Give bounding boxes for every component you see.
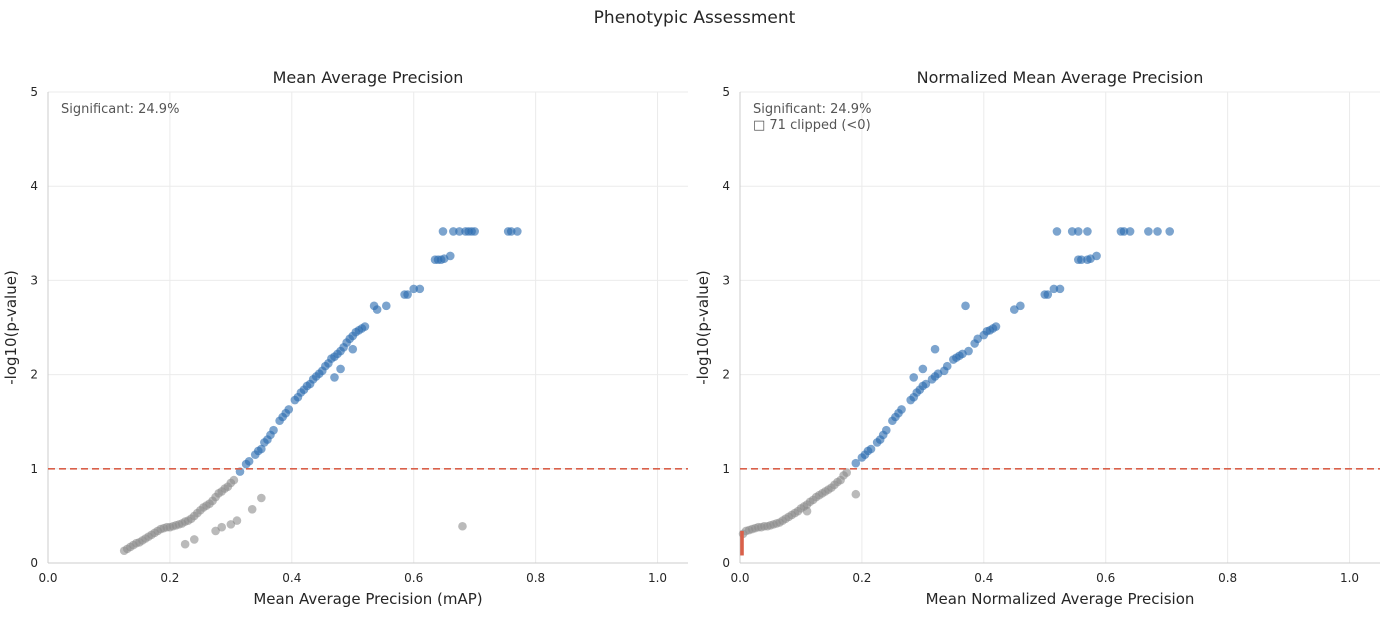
nonsignificant-point <box>180 539 190 549</box>
significant-point <box>881 425 891 435</box>
significant-point <box>1049 284 1059 294</box>
y-tick-label: 5 <box>722 85 730 99</box>
significant-point <box>1125 227 1135 236</box>
significant-point <box>455 227 464 236</box>
significant-point <box>513 227 522 236</box>
points <box>738 227 1175 556</box>
significant-point <box>1083 227 1092 236</box>
significant-point <box>930 344 940 354</box>
significant-point <box>1043 290 1053 299</box>
chart-title: Mean Average Precision <box>273 68 464 87</box>
significant-point <box>330 373 339 382</box>
x-axis-label: Mean Average Precision (mAP) <box>253 590 482 608</box>
significant-point <box>1067 227 1077 236</box>
panel-map: 0.0 0.2 0.4 0.6 0.8 1.0 0 1 2 3 4 5 Mean Average Pre… <box>2 68 688 608</box>
y-tick-label: 3 <box>722 273 730 287</box>
x-axis-label: Mean Normalized Average Precision <box>926 590 1195 608</box>
significant-point <box>1077 255 1086 264</box>
significant-point <box>381 301 391 311</box>
significant-point <box>445 251 455 261</box>
nonsignificant-point <box>458 521 467 531</box>
significant-point <box>449 227 458 236</box>
nonsignificant-point <box>851 489 861 499</box>
significant-point <box>851 458 861 468</box>
x-tick-label: 0.6 <box>1096 571 1115 585</box>
significant-point <box>897 405 906 414</box>
significance-annotation: Significant: 24.9% <box>61 102 179 117</box>
x-tick-label: 0.0 <box>730 571 749 585</box>
significant-point <box>1144 227 1153 236</box>
x-tick-label: 0.2 <box>160 571 179 585</box>
significant-point <box>991 322 1001 331</box>
clipped-annotation: □ 71 clipped (<0) <box>753 118 871 133</box>
y-tick-label: 2 <box>722 368 730 382</box>
significant-point <box>336 364 345 374</box>
significant-point <box>415 284 425 294</box>
x-tick-label: 0.2 <box>852 571 871 585</box>
significant-point <box>1052 227 1062 236</box>
nonsignificant-point <box>217 522 227 532</box>
significant-point <box>438 227 448 236</box>
significant-point <box>942 361 952 371</box>
significant-point <box>964 346 973 356</box>
significant-point <box>403 290 412 299</box>
figure-title: Phenotypic Assessment <box>594 8 796 28</box>
significant-point <box>1119 227 1129 236</box>
chart-title: Normalized Mean Average Precision <box>917 68 1204 87</box>
grid <box>739 91 1380 564</box>
nonsignificant-point <box>802 506 812 516</box>
significant-point <box>372 305 382 314</box>
x-tick-label: 0.8 <box>1218 571 1237 585</box>
nonsignificant-point <box>842 468 851 477</box>
significant-point <box>269 425 278 435</box>
significant-point <box>257 444 266 454</box>
significant-point <box>909 373 919 382</box>
significant-point <box>360 322 370 331</box>
nonsignificant-point <box>229 475 239 485</box>
y-tick-label: 0 <box>722 556 730 570</box>
y-tick-label: 2 <box>30 368 38 382</box>
panel-normalized-map: 0.0 0.2 0.4 0.6 0.8 1.0 0 1 2 3 4 5 Normalized Mean … <box>694 68 1380 608</box>
significant-point <box>961 301 970 311</box>
significant-point <box>470 227 479 236</box>
significant-point <box>348 344 358 354</box>
y-tick-label: 3 <box>30 273 38 287</box>
significant-point <box>921 379 931 389</box>
clipped-points-marker <box>740 530 744 556</box>
significant-point <box>244 456 254 466</box>
significant-point <box>1153 227 1162 236</box>
y-tick-label: 4 <box>30 179 38 193</box>
significant-point <box>1073 227 1083 236</box>
x-tick-label: 0.4 <box>282 571 301 585</box>
nonsignificant-point <box>189 535 199 544</box>
significant-point <box>506 227 516 236</box>
nonsignificant-point <box>247 505 257 514</box>
y-tick-label: 0 <box>30 556 38 570</box>
significance-annotation: Significant: 24.9% <box>753 102 871 117</box>
significant-point <box>1165 227 1175 236</box>
y-tick-label: 4 <box>722 179 730 193</box>
significant-point <box>918 364 928 374</box>
significant-point <box>284 405 294 414</box>
x-tick-label: 0.0 <box>38 571 57 585</box>
y-tick-label: 1 <box>30 462 38 476</box>
nonsignificant-point <box>257 493 266 503</box>
y-tick-label: 5 <box>30 85 38 99</box>
y-tick-label: 1 <box>722 462 730 476</box>
y-axis-label: -log10(p-value) <box>694 270 712 385</box>
y-axis-label: -log10(p-value) <box>2 270 20 385</box>
x-tick-label: 0.8 <box>526 571 545 585</box>
significant-point <box>1055 284 1065 294</box>
nonsignificant-point <box>232 516 242 525</box>
x-tick-label: 1.0 <box>648 571 667 585</box>
significant-point <box>1092 251 1101 261</box>
x-tick-label: 0.6 <box>404 571 423 585</box>
points <box>119 227 522 556</box>
significant-point <box>409 284 419 294</box>
x-tick-label: 0.4 <box>974 571 993 585</box>
x-tick-label: 1.0 <box>1340 571 1359 585</box>
significant-point <box>1016 301 1025 311</box>
significant-point <box>866 444 876 454</box>
